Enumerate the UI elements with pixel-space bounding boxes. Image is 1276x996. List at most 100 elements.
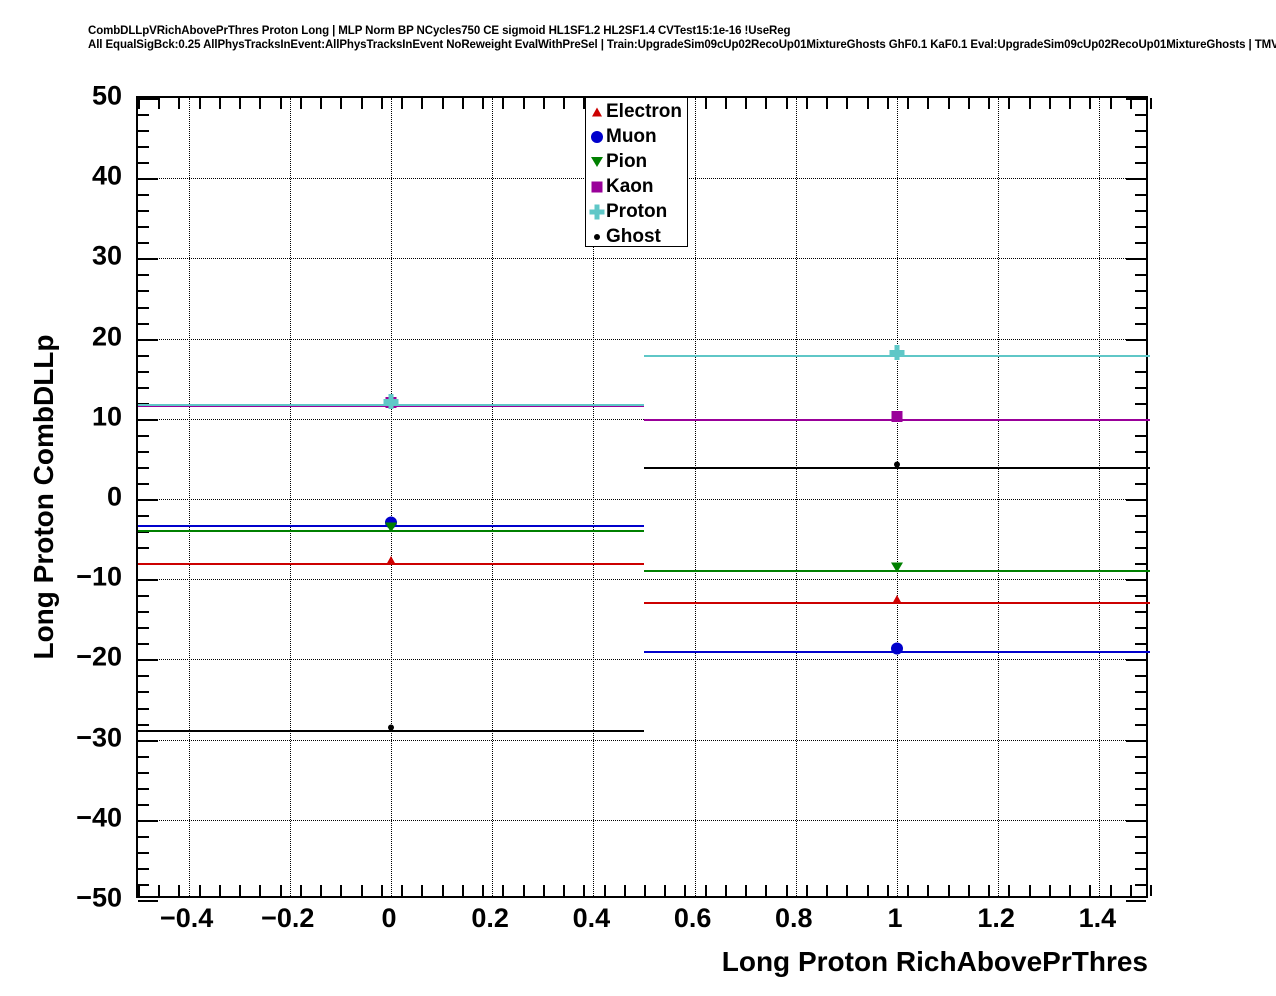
legend-item-kaon[interactable]: Kaon <box>586 174 687 199</box>
x-tick-label: 0.4 <box>572 903 611 933</box>
cross-marker-icon <box>383 393 399 409</box>
x-tick <box>1069 98 1072 109</box>
y-tick <box>138 787 149 790</box>
y-tick <box>138 450 149 453</box>
y-tick <box>1135 210 1146 213</box>
y-tick-label: −20 <box>76 641 122 672</box>
grid-line-horizontal <box>138 499 1146 500</box>
triangle-up-marker-icon <box>383 553 399 569</box>
y-tick <box>138 547 149 550</box>
x-tick <box>1089 98 1092 109</box>
y-tick <box>1135 146 1146 149</box>
x-tick <box>218 885 221 896</box>
x-tick <box>522 885 525 896</box>
x-tick <box>522 98 525 109</box>
data-point-electron <box>383 553 399 574</box>
y-tick-label: 50 <box>91 80 122 111</box>
x-tick <box>988 885 991 896</box>
data-point-proton <box>889 344 905 365</box>
y-tick <box>138 723 149 726</box>
legend-item-electron[interactable]: Electron <box>586 99 687 124</box>
x-tick <box>421 885 424 896</box>
x-tick <box>1150 98 1152 109</box>
y-tick <box>1135 194 1146 197</box>
y-tick <box>1126 338 1146 341</box>
legend-label: Proton <box>606 201 668 222</box>
y-tick <box>138 482 149 485</box>
square-marker-icon <box>589 179 605 195</box>
x-tick <box>482 98 485 109</box>
x-tick <box>1048 885 1051 896</box>
x-tick <box>1109 98 1112 109</box>
y-tick <box>138 659 158 662</box>
y-tick <box>138 883 149 886</box>
x-tick <box>340 885 343 896</box>
y-tick <box>138 338 158 341</box>
x-tick-label: 1.4 <box>1078 903 1117 933</box>
x-tick <box>1069 885 1072 896</box>
legend-marker-proton <box>589 204 605 220</box>
y-tick <box>1135 114 1146 117</box>
x-tick <box>886 98 889 109</box>
x-axis-title: Long Proton RichAbovePrThres <box>721 946 1148 977</box>
y-tick <box>1135 402 1146 405</box>
x-tick <box>279 885 282 896</box>
y-tick <box>1135 130 1146 133</box>
legend-item-ghost[interactable]: Ghost <box>586 224 687 249</box>
y-tick <box>138 434 149 437</box>
legend-item-proton[interactable]: Proton <box>586 199 687 224</box>
y-axis-title: Long Proton CombDLLp <box>28 334 59 660</box>
x-tick <box>239 98 242 109</box>
legend-item-pion[interactable]: Pion <box>586 149 687 174</box>
y-tick <box>138 643 149 646</box>
x-tick <box>563 885 566 896</box>
y-tick <box>1135 386 1146 389</box>
grid-line-vertical <box>998 98 1000 896</box>
x-tick <box>866 98 869 109</box>
x-tick <box>502 885 505 896</box>
y-tick <box>1135 643 1146 646</box>
x-tick <box>583 885 586 896</box>
legend-marker-pion <box>589 154 605 170</box>
y-tick <box>138 900 158 902</box>
y-tick-label: 10 <box>91 401 122 432</box>
y-tick <box>1135 611 1146 614</box>
x-tick <box>320 885 323 896</box>
x-tick <box>1089 885 1092 896</box>
y-tick <box>1135 803 1146 806</box>
legend-label: Electron <box>606 101 683 122</box>
legend-box[interactable]: Electron Muon Pion Kaon Proton Ghost <box>585 97 688 247</box>
x-tick <box>299 98 302 109</box>
x-tick <box>826 98 829 109</box>
y-tick <box>138 707 149 710</box>
y-tick <box>1126 739 1146 742</box>
y-tick <box>138 306 149 309</box>
circle-marker-icon <box>889 641 905 657</box>
x-tick <box>563 98 566 109</box>
legend-marker-muon <box>589 129 605 145</box>
legend-label: Kaon <box>606 176 654 197</box>
y-tick <box>138 98 158 100</box>
y-tick <box>1126 98 1146 100</box>
grid-line-vertical <box>897 98 898 896</box>
x-tick <box>765 885 768 896</box>
x-tick <box>401 885 404 896</box>
x-tick <box>724 98 727 109</box>
x-tick <box>259 885 262 896</box>
y-tick <box>138 515 149 518</box>
y-tick <box>138 194 149 197</box>
x-tick <box>198 885 201 896</box>
x-tick <box>785 98 788 109</box>
x-tick <box>441 98 444 109</box>
y-tick <box>138 226 149 229</box>
x-tick <box>158 885 161 896</box>
legend-marker-kaon <box>589 179 605 195</box>
x-tick <box>360 98 363 109</box>
y-tick <box>138 466 149 469</box>
legend-item-muon[interactable]: Muon <box>586 124 687 149</box>
x-tick <box>826 885 829 896</box>
header-line-2: All EqualSigBck:0.25 AllPhysTracksInEven… <box>88 39 1276 51</box>
x-tick <box>178 885 181 896</box>
x-tick <box>1028 98 1031 109</box>
